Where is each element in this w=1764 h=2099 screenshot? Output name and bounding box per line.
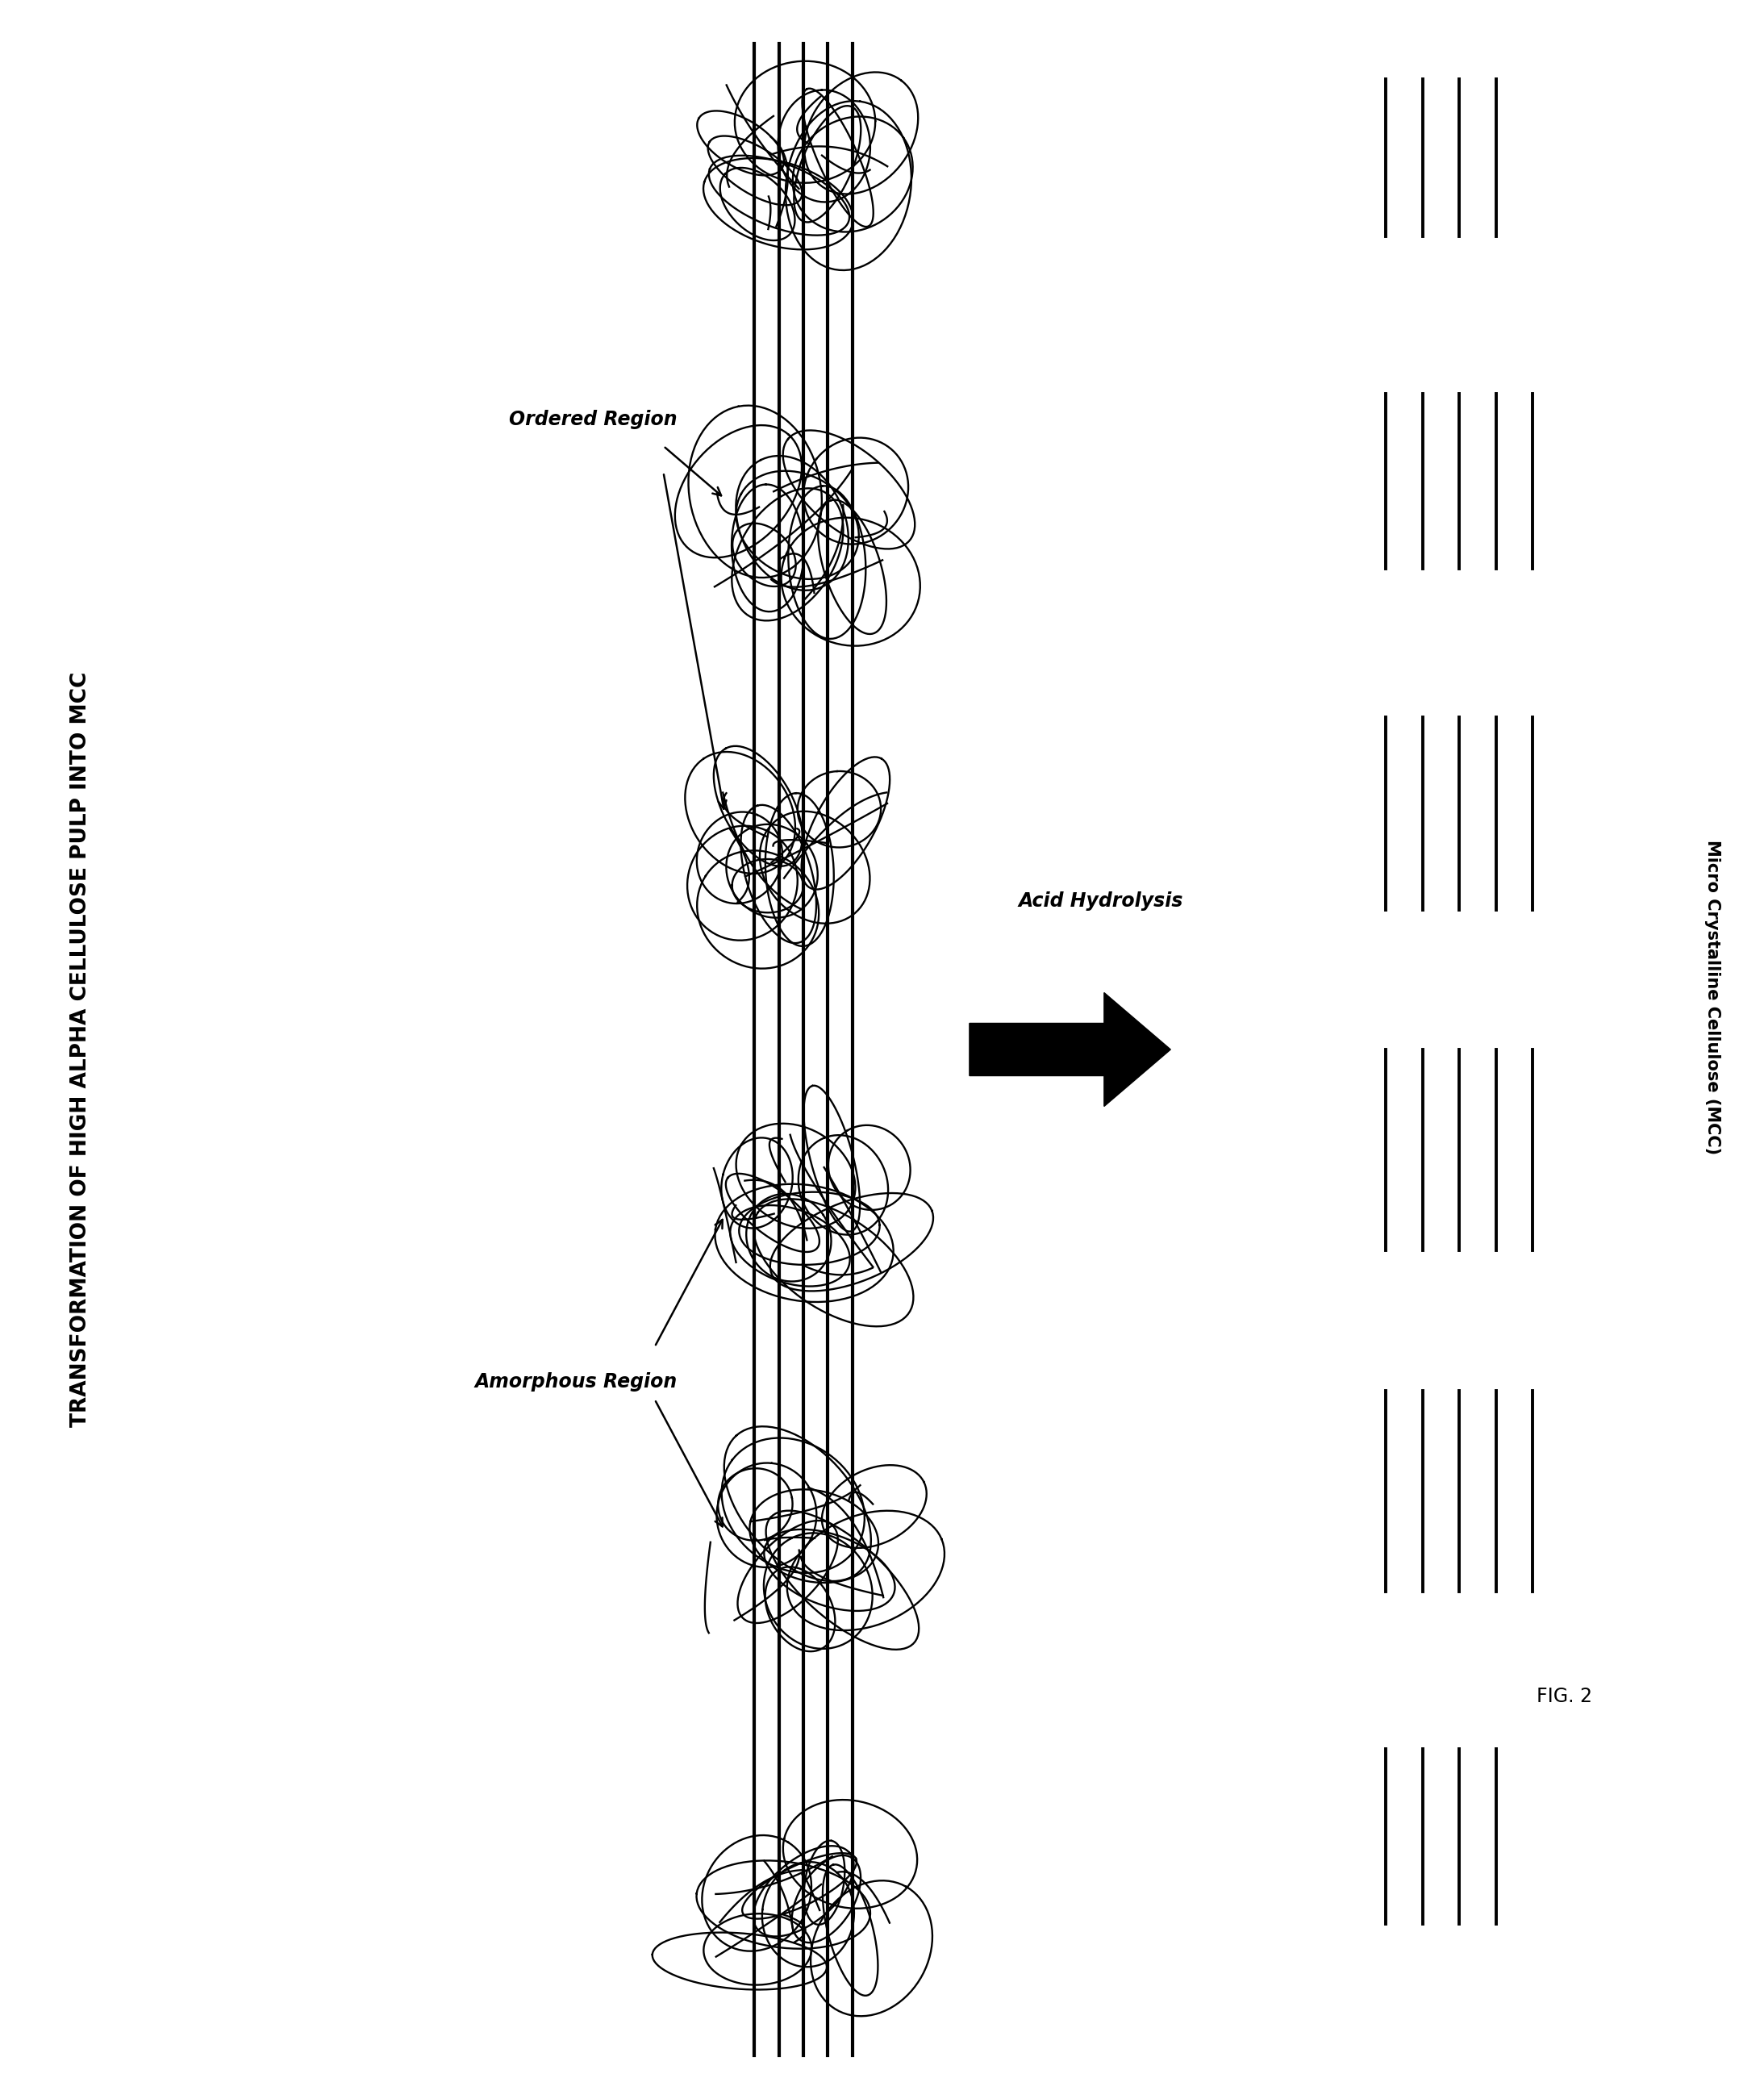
Text: TRANSFORMATION OF HIGH ALPHA CELLULOSE PULP INTO MCC: TRANSFORMATION OF HIGH ALPHA CELLULOSE P… — [71, 672, 92, 1427]
Text: Acid Hydrolysis: Acid Hydrolysis — [1018, 892, 1184, 911]
Text: Ordered Region: Ordered Region — [510, 409, 677, 430]
Text: Micro Crystalline Cellulose (MCC): Micro Crystalline Cellulose (MCC) — [1704, 840, 1722, 1154]
Text: Amorphous Region: Amorphous Region — [475, 1373, 677, 1392]
FancyArrow shape — [970, 993, 1171, 1106]
Text: FIG. 2: FIG. 2 — [1536, 1688, 1591, 1706]
